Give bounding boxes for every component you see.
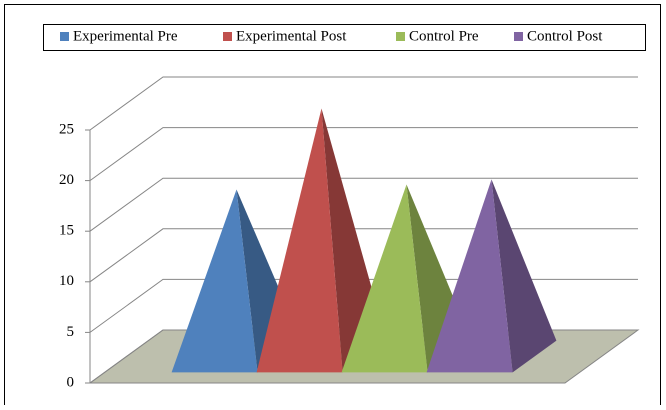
y-tick-label: 10 [59,273,74,289]
y-tick-label: 0 [67,374,75,390]
legend-label: Control Pre [409,28,479,44]
legend-swatch [514,32,523,41]
pyramid [426,179,557,373]
legend-label: Experimental Pre [73,28,178,44]
y-tick-label: 15 [59,223,74,239]
legend-swatch [396,32,405,41]
legend-box [43,24,646,51]
pyramid-front [256,108,343,373]
grid-line [89,76,638,131]
legend-swatch [60,32,69,41]
pyramid-front [341,184,428,373]
grid-line [89,127,638,182]
pyramid-front [426,179,513,373]
grid-line [89,177,638,232]
y-tick-label: 25 [59,121,74,137]
y-tick-label: 5 [67,324,75,340]
pyramid-side [491,179,557,373]
y-tick-label: 20 [59,172,74,188]
legend-label: Experimental Post [236,28,347,44]
legend-label: Control Post [527,28,603,44]
pyramid-front [171,189,258,373]
legend-swatch [223,32,232,41]
